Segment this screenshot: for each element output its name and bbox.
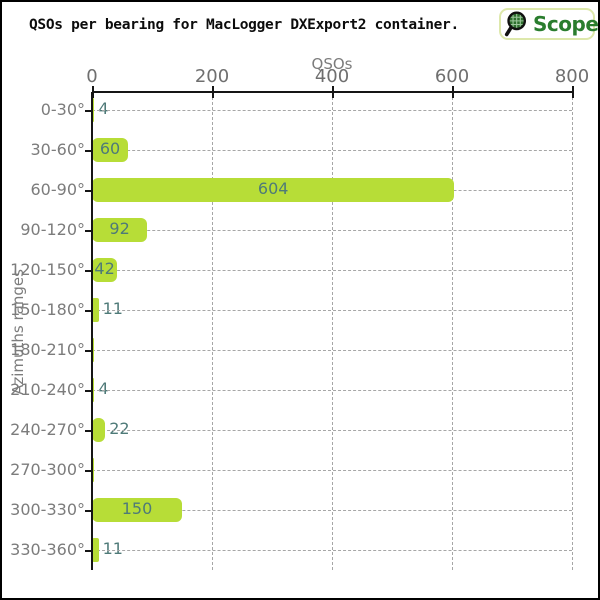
bar — [92, 138, 128, 162]
x-tick-mark — [92, 86, 94, 98]
x-tick-mark — [452, 86, 454, 98]
vertical-gridline — [332, 92, 333, 570]
vertical-gridline — [572, 92, 573, 570]
x-tick-label: 600 — [434, 66, 470, 87]
x-tick-label: 200 — [194, 66, 230, 87]
x-tick-label: 0 — [86, 66, 98, 87]
bar-value-label: 4 — [98, 99, 109, 118]
y-tick-mark — [85, 310, 92, 312]
y-tick-mark — [85, 390, 92, 392]
bar-value-label: 11 — [102, 299, 123, 318]
y-tick-mark — [85, 350, 92, 352]
bar-value-label: 42 — [94, 259, 115, 278]
x-axis-title: QSOs — [311, 55, 353, 73]
vertical-gridline — [212, 92, 213, 570]
category-label: 90-120° — [20, 220, 85, 239]
bar — [92, 178, 455, 202]
y-tick-mark — [85, 510, 92, 512]
bar-value-label: 22 — [109, 419, 130, 438]
category-label: 30-60° — [30, 140, 86, 159]
logo-wordmark: Scope — [533, 12, 599, 36]
y-tick-mark — [85, 270, 92, 272]
bar-value-label: 11 — [102, 539, 123, 558]
y-tick-mark — [85, 190, 92, 192]
x-tick-mark — [212, 86, 214, 98]
category-label: 150-180° — [10, 300, 85, 319]
category-label: 240-270° — [10, 420, 85, 439]
bar — [92, 538, 99, 562]
qscope-logo[interactable]: Scope .org — [499, 8, 599, 40]
x-tick-mark — [332, 86, 334, 98]
bar-value-label: 604 — [257, 179, 289, 198]
y-tick-mark — [85, 470, 92, 472]
y-tick-mark — [85, 110, 92, 112]
category-label: 120-150° — [10, 260, 85, 279]
category-label: 300-330° — [10, 500, 85, 519]
bar — [92, 298, 99, 322]
category-label: 330-360° — [10, 540, 85, 559]
category-label: 60-90° — [30, 180, 86, 199]
bar — [92, 258, 118, 282]
x-tick-mark — [572, 86, 574, 98]
y-tick-mark — [85, 550, 92, 552]
bar — [92, 418, 106, 442]
category-label: 270-300° — [10, 460, 85, 479]
category-label: 180-210° — [10, 340, 85, 359]
bar-value-label: 4 — [98, 379, 109, 398]
category-label: 210-240° — [10, 380, 85, 399]
chart-title: QSOs per bearing for MacLogger DXExport2… — [29, 17, 459, 33]
bar — [92, 498, 182, 522]
y-axis-line — [91, 92, 93, 570]
y-tick-mark — [85, 430, 92, 432]
category-label: 0-30° — [40, 100, 85, 119]
y-tick-mark — [85, 230, 92, 232]
x-tick-label: 800 — [554, 66, 590, 87]
bar-value-label: 60 — [99, 139, 121, 158]
bar — [92, 378, 95, 402]
y-tick-mark — [85, 150, 92, 152]
bar — [92, 98, 95, 122]
magnifier-globe-icon — [504, 10, 533, 39]
y-axis-title: Azimuths ranges — [9, 269, 27, 395]
bar-value-label: 150 — [121, 499, 153, 518]
bar-value-label: 92 — [109, 219, 130, 238]
x-tick-label: 400 — [314, 66, 350, 87]
vertical-gridline — [452, 92, 453, 570]
bar — [92, 218, 148, 242]
